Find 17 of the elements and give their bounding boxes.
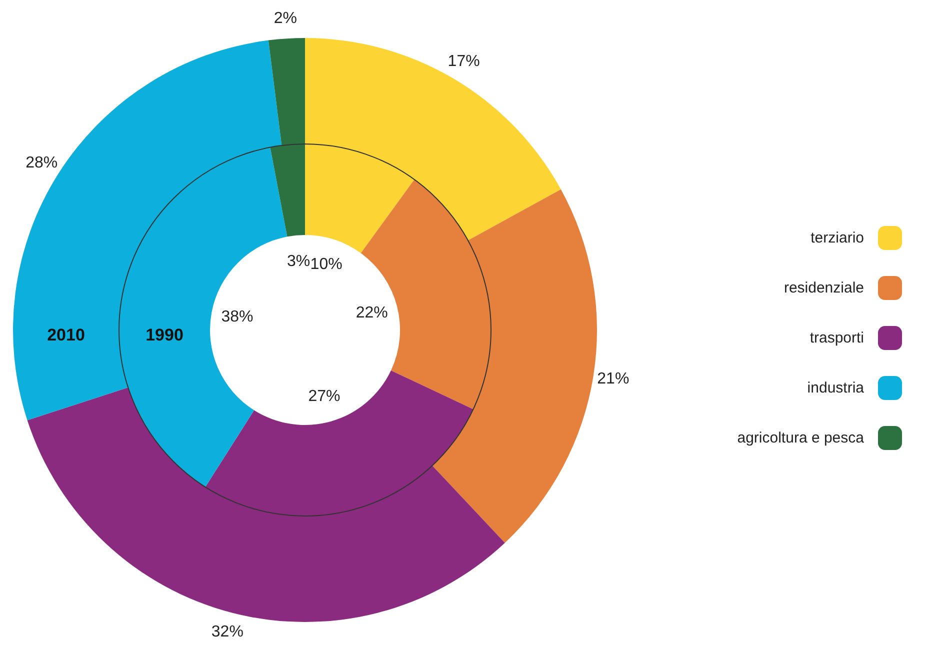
data-label: 3%: [286, 252, 310, 270]
data-label: 38%: [221, 308, 254, 326]
slice-label: 2010: [47, 326, 85, 344]
data-label: 17%: [448, 52, 480, 70]
legend-label: terziario: [810, 230, 864, 246]
legend-label: industria: [807, 380, 865, 396]
legend-label: residenziale: [784, 280, 864, 296]
data-label: 2%: [274, 10, 297, 28]
data-label: 27%: [308, 388, 340, 405]
legend-label: agricoltura e pesca: [737, 430, 865, 446]
data-label: 32%: [211, 624, 244, 641]
data-label: 28%: [26, 154, 58, 172]
legend-label: trasporti: [810, 330, 864, 346]
slice-label: 1990: [146, 326, 184, 344]
data-label: 22%: [356, 304, 388, 322]
data-label: 10%: [310, 256, 342, 273]
data-label: 21%: [597, 370, 630, 388]
